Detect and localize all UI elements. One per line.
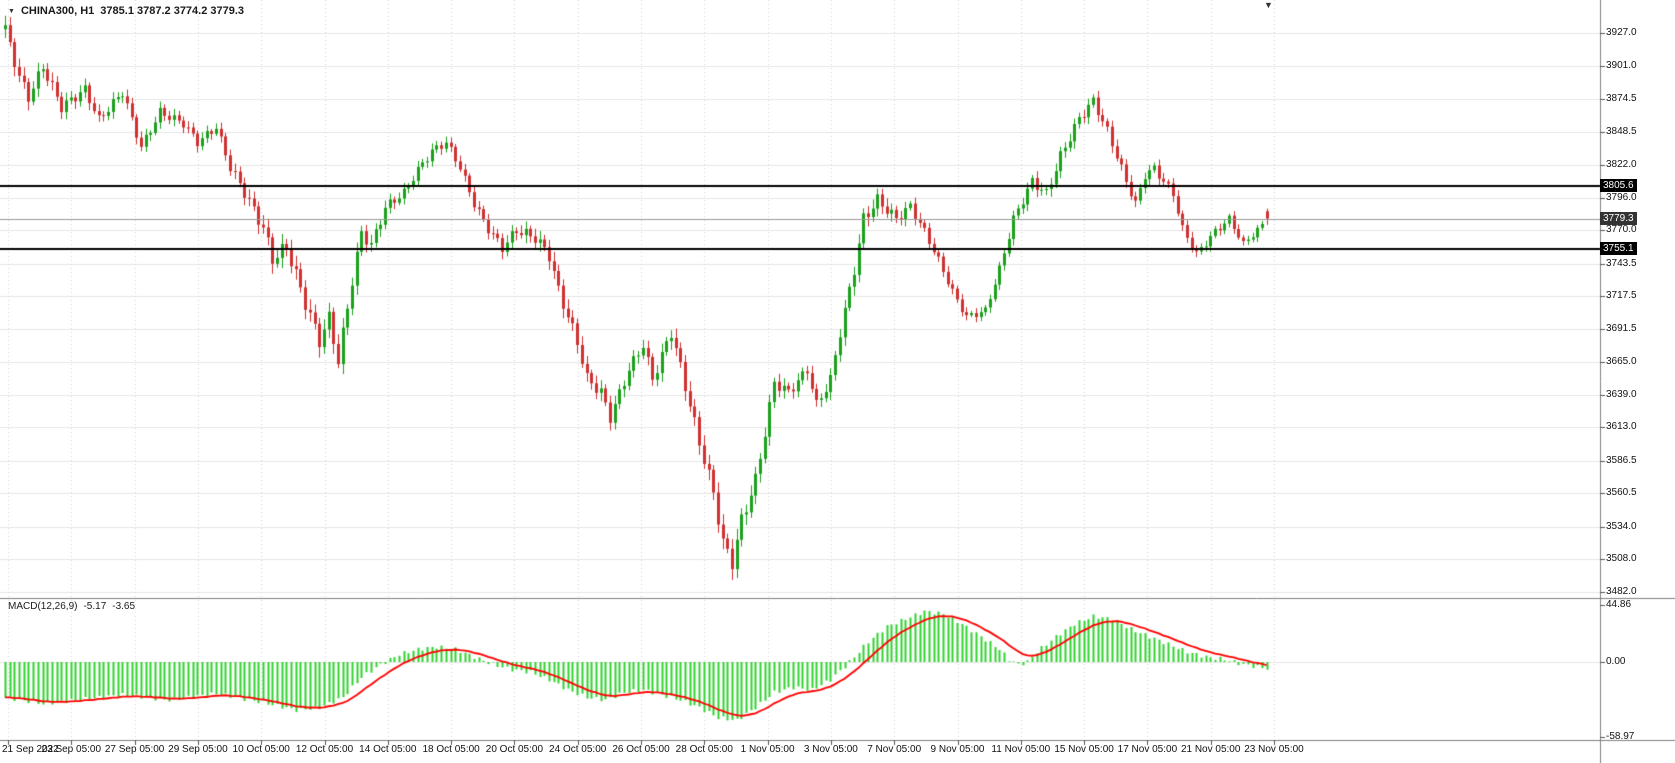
time-axis-label: 26 Oct 05:00 [612,744,670,755]
price-axis-label: 3560.5 [1606,487,1637,499]
time-axis-label: 28 Oct 05:00 [675,744,733,755]
price-axis-label: 3874.5 [1606,92,1637,104]
price-axis[interactable]: 3927.0 3901.0 3874.5 3848.5 3822.0 3796.0 3770… [1600,0,1675,763]
time-axis-label: 1 Nov 05:00 [740,744,795,755]
price-axis-label: 3927.0 [1606,27,1637,38]
price-axis-label: 3665.0 [1606,356,1637,368]
time-axis-label: 23 Nov 05:00 [1244,744,1304,755]
time-axis-label: 27 Sep 05:00 [104,744,165,755]
macd-axis-label: -58.97 [1606,730,1635,742]
macd-main-value: -5.17 [83,601,107,612]
price-axis-label: 3691.5 [1606,322,1637,334]
price-axis-label: 3534.0 [1606,520,1637,532]
time-axis[interactable]: 21 Sep 2022 23 Sep 05:00 27 Sep 05:00 29 Se… [0,741,1600,763]
price-axis-label: 3743.5 [1606,257,1637,269]
time-axis-label: 12 Oct 05:00 [295,744,354,755]
price-axis-label: 3770.0 [1606,224,1637,236]
time-axis-label: 21 Sep 2022 [2,744,59,755]
macd-axis-label: 44.86 [1606,599,1632,611]
price-axis-label: 3508.0 [1606,553,1637,565]
price-axis-label: 3482.0 [1606,586,1637,597]
price-axis-label: 3796.0 [1606,191,1637,203]
time-axis-label: 29 Sep 05:00 [168,744,228,755]
price-axis-label: 3717.5 [1606,290,1637,302]
price-axis-label: 3639.0 [1606,388,1637,400]
time-axis-label: 7 Nov 05:00 [867,744,922,755]
time-axis-label: 17 Nov 05:00 [1117,744,1178,755]
time-axis-label: 3 Nov 05:00 [803,744,858,755]
time-axis-label: 24 Oct 05:00 [549,744,607,755]
price-axis-label: 3613.0 [1606,421,1637,433]
time-axis-label: 11 Nov 05:00 [991,744,1051,755]
macd-axis-label: 0.00 [1606,656,1626,667]
time-axis-label: 9 Nov 05:00 [930,744,985,755]
price-axis-label: 3848.5 [1606,125,1637,137]
macd-indicator-label: MACD(12,26,9) -5.17 -3.65 [8,601,135,612]
hline-price-label: 3755.1 [1600,241,1637,255]
price-axis-label: 3901.0 [1606,59,1637,71]
macd-signal-value: -3.65 [112,601,136,612]
price-axis-label: 3822.0 [1606,158,1637,170]
time-axis-label: 14 Oct 05:00 [359,744,417,755]
macd-name-label: MACD(12,26,9) [8,601,78,612]
symbol-timeframe-label: CHINA300, H1 [20,5,95,17]
bid-price-label: 3779.3 [1600,211,1637,225]
ohlc-quotes-label: 3785.1 3787.2 3774.2 3779.3 [100,5,245,17]
symbol-dropdown-icon: ▼ [8,7,15,15]
time-axis-label: 21 Nov 05:00 [1180,744,1241,755]
chart-title: ▼ CHINA300, H1 3785.1 3787.2 3774.2 3779… [8,5,244,17]
hline-price-label: 3805.6 [1600,178,1637,192]
time-axis-label: 15 Nov 05:00 [1054,744,1114,755]
time-axis-label: 23 Sep 05:00 [41,744,102,755]
time-axis-label: 20 Oct 05:00 [485,744,544,755]
time-axis-label: 10 Oct 05:00 [232,744,290,755]
chart-shift-marker-icon: ▼ [1264,0,1273,10]
time-axis-label: 18 Oct 05:00 [422,744,480,755]
price-axis-label: 3586.5 [1606,454,1637,466]
